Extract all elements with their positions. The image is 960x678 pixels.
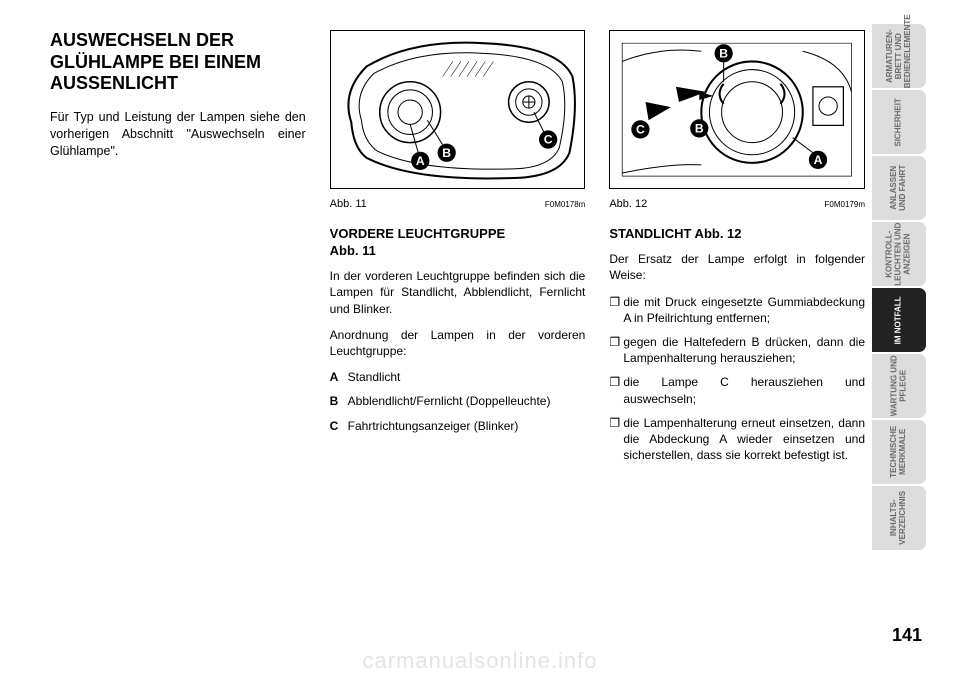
col3-bullet-4: ❐ die Lampenhalterung erneut einsetzen, … — [609, 415, 865, 464]
col3-bullet-1: ❐ die mit Druck eingesetzte Gummiabdecku… — [609, 294, 865, 326]
fig11-caption-right: F0M0178m — [545, 200, 585, 209]
tab-technische[interactable]: TECHNISCHE MERKMALE — [872, 420, 926, 484]
page-title: AUSWECHSELN DER GLÜHLAMPE BEI EINEM AUSS… — [50, 30, 306, 95]
side-tabs: ARMATUREN- BRETT UND BEDIENELEMENTE SICH… — [872, 24, 926, 550]
fig11-caption-left: Abb. 11 — [330, 198, 367, 210]
item-text: Abblendlicht/Fernlicht (Doppelleuchte) — [348, 393, 551, 409]
fig11-label-c: C — [543, 133, 552, 147]
item-key: B — [330, 393, 348, 409]
page-number: 141 — [892, 625, 922, 646]
col2-item-b: B Abblendlicht/Fernlicht (Doppelleuchte) — [330, 393, 586, 409]
tab-kontrollleuchten[interactable]: KONTROLL- LEUCHTEN UND ANZEIGEN — [872, 222, 926, 286]
figure-11: A B C — [330, 30, 586, 189]
col3-bullet-3: ❐ die Lampe C herausziehen und auswechse… — [609, 374, 865, 406]
col2-heading-1: VORDERE LEUCHTGRUPPE — [330, 226, 586, 241]
bullet-text: die mit Druck eingesetzte Gummiabdeckung… — [623, 294, 865, 326]
column-1: AUSWECHSELN DER GLÜHLAMPE BEI EINEM AUSS… — [50, 30, 306, 570]
col3-bullet-2: ❐ gegen die Haltefedern B drücken, dann … — [609, 334, 865, 366]
fig11-label-b: B — [442, 146, 451, 160]
col2-item-c: C Fahrtrichtungsanzeiger (Blinker) — [330, 418, 586, 434]
watermark: carmanualsonline.info — [0, 648, 960, 674]
bullet-icon: ❐ — [609, 334, 623, 366]
col2-p1: In der vorderen Leuchtgruppe befinden si… — [330, 268, 586, 317]
bullet-icon: ❐ — [609, 294, 623, 326]
manual-page: AUSWECHSELN DER GLÜHLAMPE BEI EINEM AUSS… — [0, 0, 960, 678]
column-3: B B C A Abb. 12 F0M0179m — [609, 30, 865, 570]
fig12-label-b-top: B — [720, 46, 729, 60]
col2-heading-2: Abb. 11 — [330, 243, 586, 258]
fig12-label-b-mid: B — [695, 121, 704, 135]
item-key: C — [330, 418, 348, 434]
tab-sicherheit[interactable]: SICHERHEIT — [872, 90, 926, 154]
fig12-label-a: A — [814, 153, 823, 167]
item-text: Standlicht — [348, 369, 401, 385]
item-key: A — [330, 369, 348, 385]
fig12-caption-right: F0M0179m — [825, 200, 865, 209]
col2-item-a: A Standlicht — [330, 369, 586, 385]
bullet-text: gegen die Haltefedern B drücken, dann di… — [623, 334, 865, 366]
tab-im-notfall[interactable]: IM NOTFALL — [872, 288, 926, 352]
bullet-text: die Lampenhalterung erneut einsetzen, da… — [623, 415, 865, 464]
figure-12: B B C A — [609, 30, 865, 189]
fig11-caption: Abb. 11 F0M0178m — [330, 198, 586, 210]
fig12-caption-left: Abb. 12 — [609, 198, 647, 210]
fig12-label-c: C — [636, 122, 645, 136]
col2-p2: Anordnung der Lampen in der vorderen Leu… — [330, 327, 586, 359]
content-columns: AUSWECHSELN DER GLÜHLAMPE BEI EINEM AUSS… — [50, 30, 865, 570]
fig12-caption: Abb. 12 F0M0179m — [609, 198, 865, 210]
fig11-label-a: A — [416, 154, 425, 168]
intro-paragraph: Für Typ und Leistung der Lampen siehe de… — [50, 109, 306, 160]
tab-armaturenbrett[interactable]: ARMATUREN- BRETT UND BEDIENELEMENTE — [872, 24, 926, 88]
col3-lead: Der Ersatz der Lampe erfolgt in folgende… — [609, 251, 865, 283]
tab-inhalt[interactable]: INHALTS- VERZEICHNIS — [872, 486, 926, 550]
bullet-text: die Lampe C herausziehen und auswechseln… — [623, 374, 865, 406]
col3-heading: STANDLICHT Abb. 12 — [609, 226, 865, 241]
bullet-icon: ❐ — [609, 374, 623, 406]
column-2: A B C Abb. 11 F0M0178m VORDERE LEUCHTGRU… — [330, 30, 586, 570]
tab-wartung[interactable]: WARTUNG UND PFLEGE — [872, 354, 926, 418]
tab-anlassen[interactable]: ANLASSEN UND FAHRT — [872, 156, 926, 220]
bullet-icon: ❐ — [609, 415, 623, 464]
item-text: Fahrtrichtungsanzeiger (Blinker) — [348, 418, 519, 434]
